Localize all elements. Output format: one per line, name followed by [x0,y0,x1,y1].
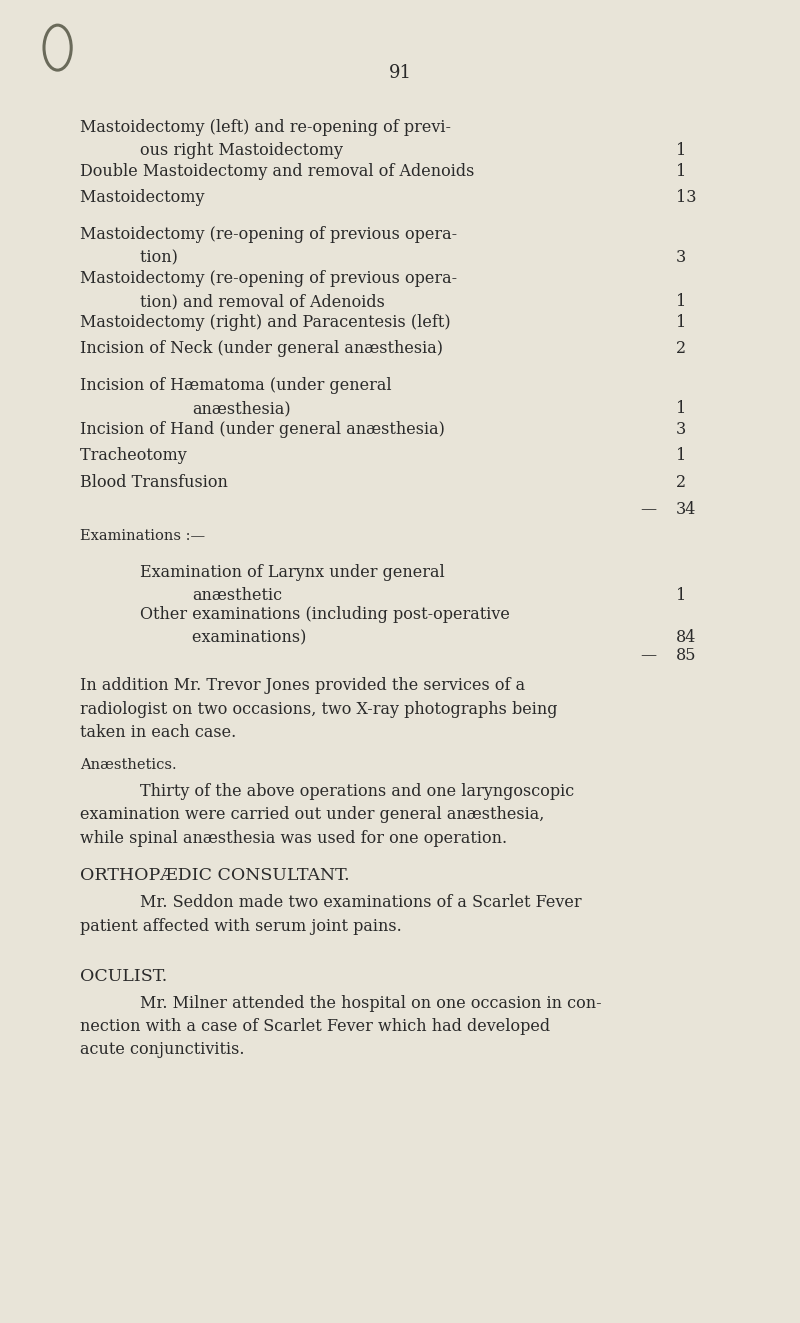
Text: tion) and removal of Adenoids: tion) and removal of Adenoids [140,292,472,310]
Text: Examination of Larynx under general: Examination of Larynx under general [140,564,445,581]
Text: Thirty of the above operations and one laryngoscopic: Thirty of the above operations and one l… [140,783,574,800]
Text: Blood Transfusion: Blood Transfusion [80,474,407,491]
Text: —: — [640,501,656,519]
Text: anæsthetic: anæsthetic [192,587,282,603]
Text: nection with a case of Scarlet Fever which had developed: nection with a case of Scarlet Fever whi… [80,1019,550,1035]
Text: Tracheotomy: Tracheotomy [80,447,407,464]
Text: ous right Mastoidectomy: ous right Mastoidectomy [140,142,471,159]
Text: anæsthesia): anæsthesia) [192,400,290,417]
Text: 13: 13 [676,189,697,206]
Text: taken in each case.: taken in each case. [80,724,236,741]
Text: 2: 2 [676,340,686,357]
Text: OCULIST.: OCULIST. [80,968,167,986]
Text: 1: 1 [676,447,686,464]
Text: 3: 3 [676,249,686,266]
Text: Incision of Hand (under general anæsthesia): Incision of Hand (under general anæsthes… [80,421,476,438]
Text: 1: 1 [676,292,686,310]
Text: Mastoidectomy: Mastoidectomy [80,189,425,206]
Text: 1: 1 [676,142,686,159]
Text: Mr. Milner attended the hospital on one occasion in con-: Mr. Milner attended the hospital on one … [140,995,602,1012]
Text: patient affected with serum joint pains.: patient affected with serum joint pains. [80,918,402,934]
Text: acute conjunctivitis.: acute conjunctivitis. [80,1041,245,1058]
Text: 2: 2 [676,474,686,491]
Text: examination were carried out under general anæsthesia,: examination were carried out under gener… [80,807,544,823]
Text: radiologist on two occasions, two X-ray photographs being: radiologist on two occasions, two X-ray … [80,701,558,717]
Text: 85: 85 [676,647,697,664]
Text: Mastoidectomy (right) and Paracentesis (left): Mastoidectomy (right) and Paracentesis (… [80,314,450,331]
Text: 1: 1 [676,587,686,603]
Text: 1: 1 [676,163,686,180]
Text: tion): tion) [140,249,429,266]
Text: while spinal anæsthesia was used for one operation.: while spinal anæsthesia was used for one… [80,830,507,847]
Text: —: — [640,647,656,664]
Text: Incision of Hæmatoma (under general: Incision of Hæmatoma (under general [80,377,392,394]
Text: In addition Mr. Trevor Jones provided the services of a: In addition Mr. Trevor Jones provided th… [80,677,525,695]
Text: 91: 91 [389,64,411,82]
Text: Mastoidectomy (re-opening of previous opera-: Mastoidectomy (re-opening of previous op… [80,226,457,243]
Text: Anæsthetics.: Anæsthetics. [80,758,177,773]
Text: 3: 3 [676,421,686,438]
Text: Incision of Neck (under general anæsthesia): Incision of Neck (under general anæsthes… [80,340,479,357]
Text: Mr. Seddon made two examinations of a Scarlet Fever: Mr. Seddon made two examinations of a Sc… [140,894,582,912]
Text: Examinations :—: Examinations :— [80,529,205,544]
Text: 1: 1 [676,400,686,417]
Text: 34: 34 [676,501,696,519]
Text: examinations): examinations) [192,628,466,646]
Text: Other examinations (including post-operative: Other examinations (including post-opera… [140,606,510,623]
Text: Mastoidectomy (left) and re-opening of previ-: Mastoidectomy (left) and re-opening of p… [80,119,451,136]
Text: Double Mastoidectomy and removal of Adenoids: Double Mastoidectomy and removal of Aden… [80,163,474,180]
Text: ORTHOPÆDIC CONSULTANT.: ORTHOPÆDIC CONSULTANT. [80,867,350,884]
Text: 1: 1 [676,314,686,331]
Text: 84: 84 [676,628,696,646]
Text: Mastoidectomy (re-opening of previous opera-: Mastoidectomy (re-opening of previous op… [80,270,457,287]
Circle shape [50,36,65,60]
